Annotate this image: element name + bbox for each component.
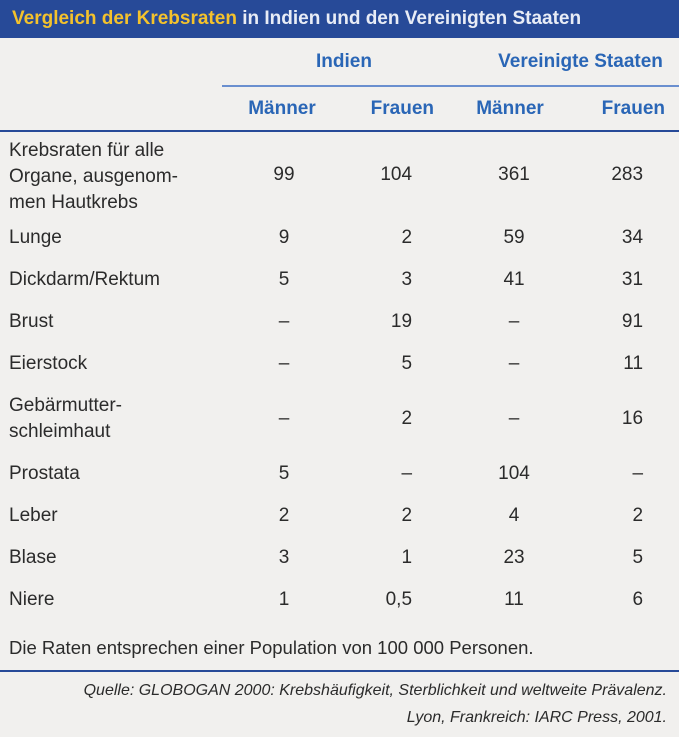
cell-indien-frauen: 2 [401,505,413,526]
cell-usa-frauen: 6 [632,589,644,610]
cell-usa-frauen: 91 [621,311,644,332]
cell-usa-frauen: 16 [621,408,644,429]
table-row: Lunge 9 2 59 34 [0,217,679,259]
subheader-usa-frauen: Frauen [601,97,666,119]
table-row: Gebärmutter- schleimhaut – 2 – 16 [0,385,679,453]
table-row: Krebsraten für alle Organe, ausgenom- me… [0,131,679,217]
source-citation: Quelle: GLOBOGAN 2000: Krebshäufigkeit, … [0,677,667,731]
title-highlight: Vergleich der Krebsraten [12,8,237,29]
title-bar: Vergleich der Krebsraten in Indien und d… [0,0,679,38]
row-label: Blase [9,547,57,568]
group-header-usa: Vereinigte Staaten [452,38,679,87]
table-row: Prostata 5 – 104 – [0,453,679,495]
cell-indien-maenner: 3 [278,547,290,568]
title-rest: in Indien und den Vereinigten Staaten [242,8,582,29]
cell-indien-frauen: 19 [390,311,413,332]
row-label-line: men Hautkrebs [9,191,138,213]
cell-usa-maenner: 361 [498,163,530,185]
row-label-line: schleimhaut [9,421,111,442]
cell-usa-maenner: 59 [503,227,525,248]
subheader-indien-maenner: Männer [248,97,316,119]
row-label: Prostata [9,463,80,484]
cell-indien-frauen: 5 [401,353,413,374]
table-row: Niere 1 0,5 11 6 [0,579,679,621]
table-row: Dickdarm/Rektum 5 3 41 31 [0,259,679,301]
cell-usa-maenner: – [508,408,520,429]
table-row: Blase 3 1 23 5 [0,537,679,579]
row-label: Eierstock [9,353,88,374]
source-line: Lyon, Frankreich: IARC Press, 2001. [406,709,667,726]
cell-indien-maenner: 5 [278,269,290,290]
row-label: Dickdarm/Rektum [9,269,160,290]
cancer-rates-table: Indien Vereinigte Staaten Männer Frauen … [0,38,679,621]
cell-indien-frauen: 2 [401,408,413,429]
row-label: Lunge [9,227,62,248]
cell-usa-frauen: 5 [632,547,644,568]
subheader-usa-maenner: Männer [476,97,544,119]
cell-indien-frauen: – [401,463,413,484]
row-label-line: Krebsraten für alle [9,139,165,161]
row-label: Niere [9,589,55,610]
row-label: Gebärmutter- schleimhaut [0,385,222,453]
cell-usa-frauen: 11 [623,353,644,374]
cell-indien-maenner: – [278,353,290,374]
cell-indien-maenner: 1 [278,589,290,610]
source-line: Quelle: GLOBOGAN 2000: Krebshäufigkeit, … [83,682,667,699]
row-label: Leber [9,505,58,526]
row-label: Brust [9,311,54,332]
row-label-line: Organe, ausgenom- [9,165,178,187]
row-label: Krebsraten für alle Organe, ausgenom- me… [0,131,222,217]
cell-indien-maenner: 2 [278,505,290,526]
table-row: Brust – 19 – 91 [0,301,679,343]
cell-usa-maenner: – [508,353,520,374]
cell-indien-maenner: – [278,408,290,429]
cell-usa-frauen: – [632,463,644,484]
footer-divider [0,670,679,672]
cell-indien-maenner: 5 [278,463,290,484]
corner-cell [0,38,222,86]
table-body: Krebsraten für alle Organe, ausgenom- me… [0,131,679,621]
cell-indien-frauen: 3 [401,269,413,290]
cell-usa-frauen: 283 [611,163,644,185]
subheader-row: Männer Frauen Männer Frauen [0,86,679,131]
group-header-row: Indien Vereinigte Staaten [0,38,679,87]
group-header-indien: Indien [222,38,453,87]
subheader-indien-frauen: Frauen [370,97,435,119]
cell-usa-frauen: 31 [621,269,644,290]
population-note: Die Raten entsprechen einer Population v… [9,637,534,658]
cell-usa-maenner: 11 [504,589,524,610]
cell-indien-frauen: 104 [380,163,413,185]
cell-usa-maenner: 4 [508,505,520,526]
corner-cell-2 [0,86,222,131]
cell-indien-frauen: 2 [401,227,413,248]
cell-indien-maenner: – [278,311,290,332]
cell-indien-maenner: 99 [273,163,295,185]
cell-indien-frauen: 0,5 [385,589,413,610]
cell-usa-maenner: – [508,311,520,332]
cell-usa-maenner: 41 [503,269,525,290]
table-row: Leber 2 2 4 2 [0,495,679,537]
table-row: Eierstock – 5 – 11 [0,343,679,385]
row-label-line: Gebärmutter- [9,395,122,416]
cell-indien-frauen: 1 [401,547,413,568]
cell-usa-frauen: 2 [632,505,644,526]
cell-indien-maenner: 9 [278,227,290,248]
cell-usa-maenner: 23 [503,547,525,568]
cell-usa-maenner: 104 [498,463,530,484]
cell-usa-frauen: 34 [621,227,644,248]
